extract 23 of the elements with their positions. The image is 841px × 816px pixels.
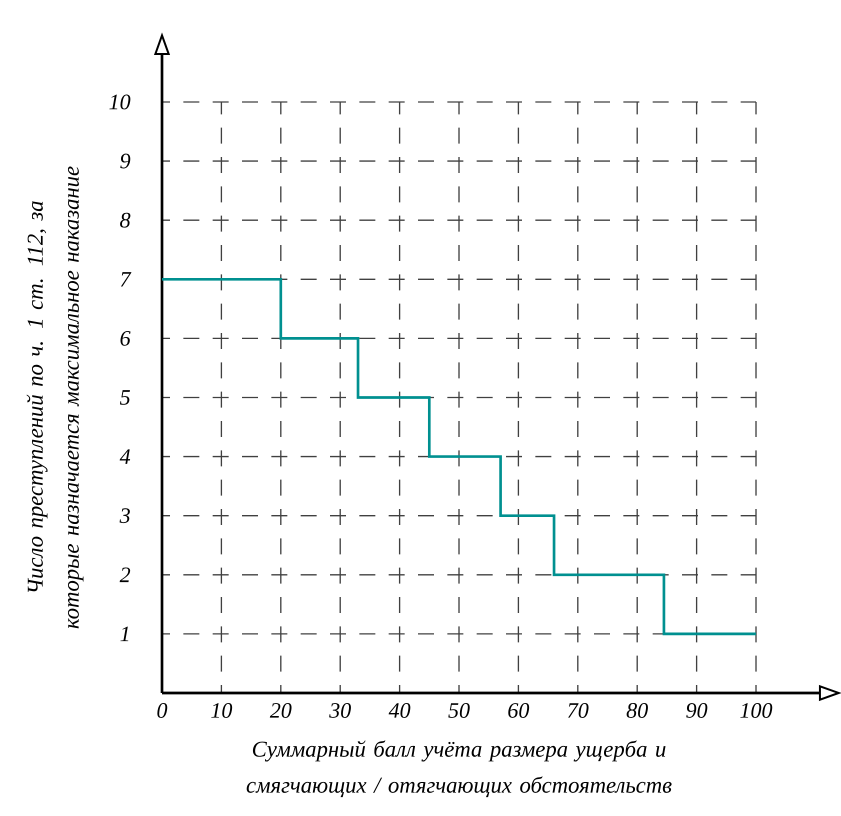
y-tick-label: 10 <box>109 94 130 110</box>
x-tick-label: 50 <box>448 703 470 718</box>
x-tick-label: 10 <box>211 703 232 718</box>
y-tick-label: 2 <box>120 567 130 582</box>
x-tick-label: 80 <box>626 703 648 718</box>
y-tick-label: 6 <box>120 330 131 346</box>
y-tick-label: 9 <box>120 154 130 168</box>
y-tick-label: 5 <box>120 390 130 405</box>
x-axis-title: Суммарный балл учёта размера ущерба и смягчающих / отягчающих обстоятельств <box>246 740 672 798</box>
x-tick-label: 40 <box>388 703 410 718</box>
x-tick-label: 0 <box>157 703 168 718</box>
y-tick-label: 1 <box>120 626 128 642</box>
y-tick-label: 4 <box>120 449 130 464</box>
x-tick-label: 70 <box>568 703 589 718</box>
x-tick-label: 20 <box>270 703 292 718</box>
y-tick-label: 8 <box>120 212 130 228</box>
y-tick-label: 3 <box>120 508 130 524</box>
y-tick-label: 7 <box>120 272 132 286</box>
x-tick-label: 100 <box>740 703 772 718</box>
y-axis-title: Число преступлений по ч. 1 ст. 112, за которые назначается максимальное наказание <box>26 166 84 628</box>
x-tick-label: 90 <box>686 703 708 718</box>
x-tick-label: 30 <box>329 703 351 718</box>
x-tick-label: 60 <box>508 703 530 718</box>
